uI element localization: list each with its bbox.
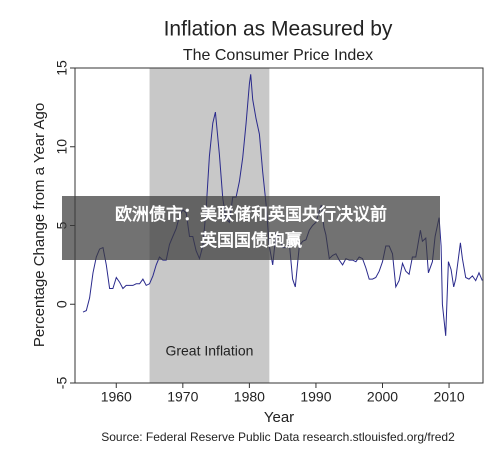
chart-subtitle: The Consumer Price Index — [183, 47, 373, 64]
x-tick-label: 2000 — [367, 389, 398, 405]
x-axis-label: Year — [264, 409, 294, 426]
y-tick-label: 10 — [54, 139, 70, 155]
x-tick-label: 1980 — [234, 389, 265, 405]
region-label: Great Inflation — [165, 343, 253, 359]
y-tick-label: 0 — [54, 300, 70, 308]
x-tick-label: 2010 — [433, 389, 464, 405]
x-tick-label: 1970 — [167, 389, 198, 405]
x-tick-label: 1960 — [101, 389, 132, 405]
x-tick-label: 1990 — [300, 389, 331, 405]
y-tick-label: -5 — [54, 377, 70, 390]
y-axis-label: Percentage Change from a Year Ago — [31, 103, 48, 347]
source-note: Source: Federal Reserve Public Data rese… — [101, 430, 455, 444]
y-tick-label: 15 — [54, 60, 70, 76]
chart-title: Inflation as Measured by — [164, 18, 393, 41]
y-tick-label: 5 — [54, 221, 70, 229]
headline-banner: 欧洲债市：美联储和英国央行决议前 英国国债跑赢 — [62, 196, 440, 260]
headline-line: 英国国债跑赢 — [200, 231, 302, 251]
headline-line: 欧洲债市：美联储和英国央行决议前 — [115, 205, 387, 225]
